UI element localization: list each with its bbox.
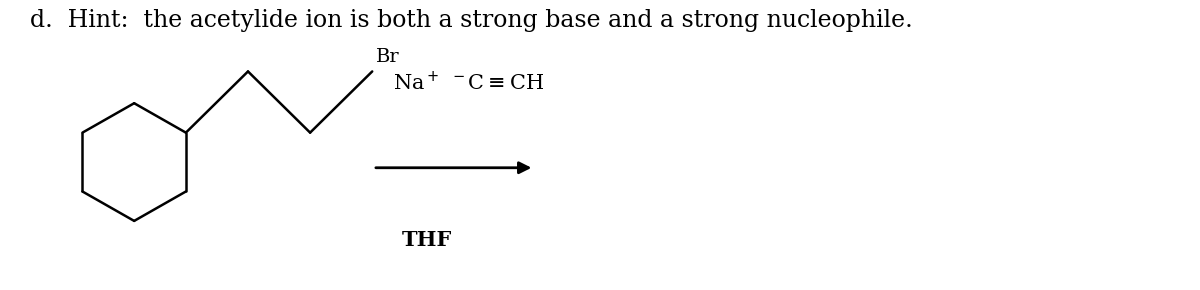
Text: Na$^+$ $^-$C$\equiv$CH: Na$^+$ $^-$C$\equiv$CH bbox=[392, 70, 545, 94]
Text: Br: Br bbox=[376, 48, 400, 66]
Text: THF: THF bbox=[402, 230, 452, 250]
Text: d.  Hint:  the acetylide ion is both a strong base and a strong nucleophile.: d. Hint: the acetylide ion is both a str… bbox=[30, 9, 913, 32]
